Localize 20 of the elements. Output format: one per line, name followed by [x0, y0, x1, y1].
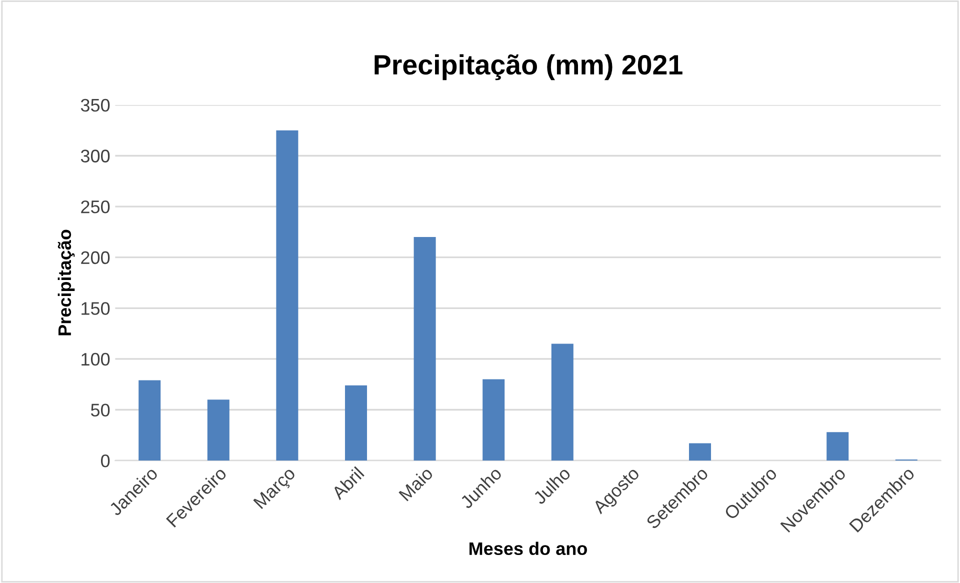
y-tick-label: 200: [81, 251, 110, 264]
x-axis-title: Meses do ano: [470, 542, 587, 556]
y-tick-label: 150: [82, 302, 110, 315]
y-tick-label: 300: [80, 150, 110, 162]
bar: [207, 400, 230, 461]
bar: [276, 130, 298, 461]
bar: [414, 237, 436, 461]
bar: [688, 443, 712, 461]
y-tick-label: 250: [81, 200, 110, 214]
bar: [138, 380, 161, 461]
bar: [482, 379, 505, 461]
y-axis-title: Precipitação: [58, 230, 75, 336]
y-tick-label: 50: [90, 404, 110, 416]
bar: [826, 432, 849, 461]
bar: [344, 385, 368, 461]
y-tick-label: 350: [80, 98, 110, 112]
y-tick-label: 100: [82, 352, 110, 366]
y-tick-label: 0: [101, 454, 110, 468]
bar: [551, 344, 574, 461]
chart-title: Precipitação (mm) 2021: [374, 54, 682, 80]
